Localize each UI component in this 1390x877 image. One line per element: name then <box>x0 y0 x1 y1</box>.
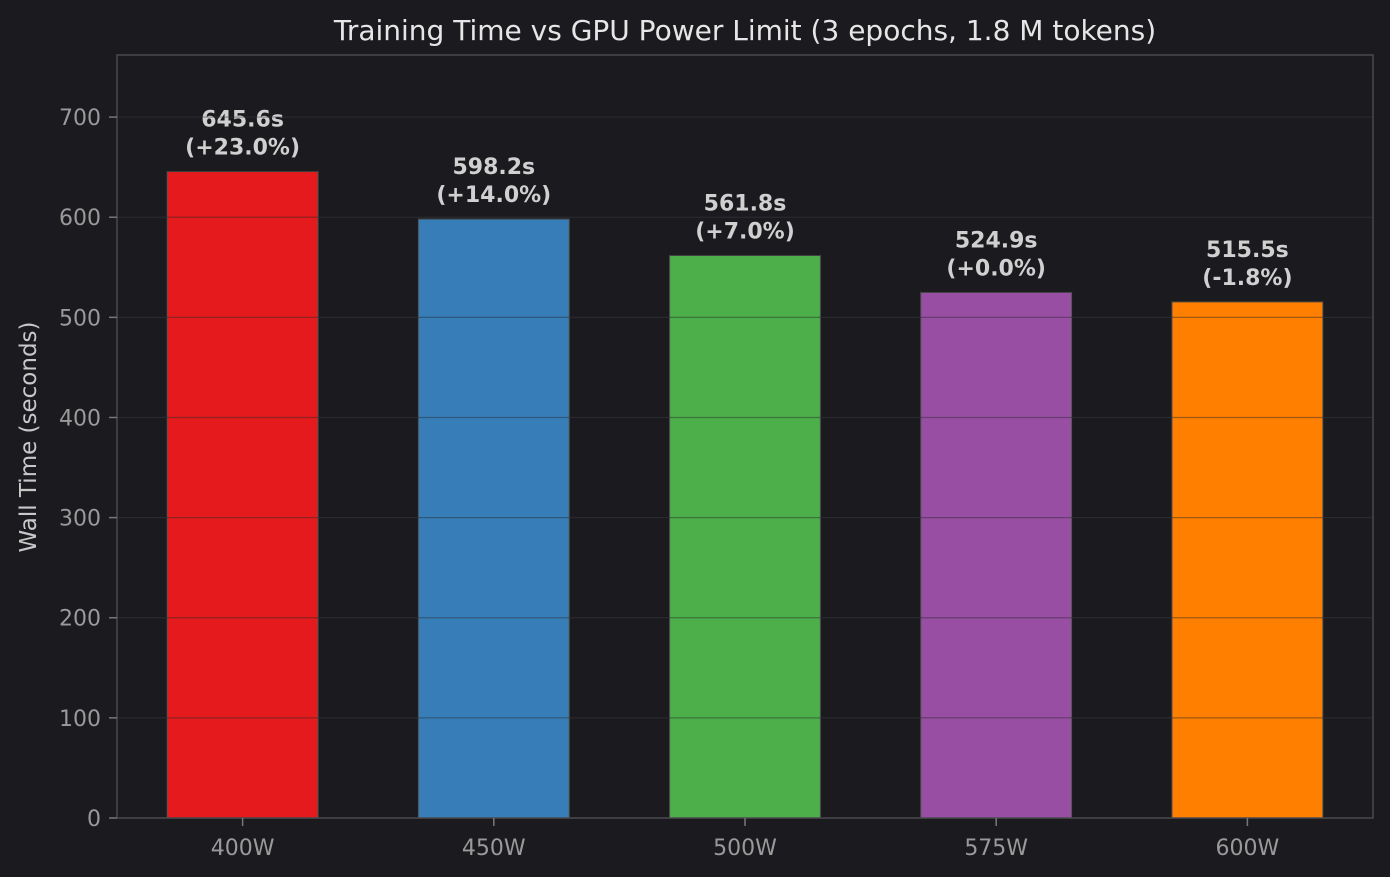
bar-value-label: 524.9s <box>955 228 1038 253</box>
bar-value-label: 598.2s <box>452 155 535 180</box>
bar-delta-label: (+14.0%) <box>436 183 551 208</box>
bar-delta-label: (+7.0%) <box>695 219 795 244</box>
bar-delta-label: (+0.0%) <box>946 256 1046 281</box>
x-tick-label: 500W <box>713 836 777 861</box>
y-tick-label: 300 <box>59 507 101 532</box>
y-tick-label: 400 <box>59 406 101 431</box>
y-tick-label: 0 <box>87 807 101 832</box>
y-tick-label: 700 <box>59 106 101 131</box>
bar-value-label: 645.6s <box>201 108 284 133</box>
bar-450w <box>417 218 570 819</box>
y-axis-ticks: 0 100 200 300 400 500 600 700 <box>59 106 117 832</box>
x-axis-ticks: 400W 450W 500W 575W 600W <box>211 818 1280 861</box>
bar-400w <box>166 171 319 819</box>
bar-575w <box>920 291 1073 819</box>
y-tick-label: 600 <box>59 206 101 231</box>
bar-delta-label: (-1.8%) <box>1202 266 1292 291</box>
x-tick-label: 600W <box>1216 836 1280 861</box>
y-axis-label: Wall Time (seconds) <box>16 321 42 552</box>
bar-data-labels: 645.6s (+23.0%) 598.2s (+14.0%) 561.8s (+7.0%… <box>117 108 1373 719</box>
x-tick-label: 400W <box>211 836 275 861</box>
bar-600w <box>1171 301 1324 819</box>
bar-500w <box>669 254 821 819</box>
x-tick-label: 450W <box>462 836 526 861</box>
chart-title: Training Time vs GPU Power Limit (3 epoc… <box>333 14 1156 47</box>
bar-value-label: 515.5s <box>1206 238 1289 263</box>
bar-delta-label: (+23.0%) <box>185 136 300 161</box>
y-tick-label: 100 <box>59 707 101 732</box>
bar-value-label: 561.8s <box>704 191 787 216</box>
bars <box>166 171 1324 819</box>
y-tick-label: 200 <box>59 607 101 632</box>
x-tick-label: 575W <box>964 836 1028 861</box>
y-tick-label: 500 <box>59 306 101 331</box>
